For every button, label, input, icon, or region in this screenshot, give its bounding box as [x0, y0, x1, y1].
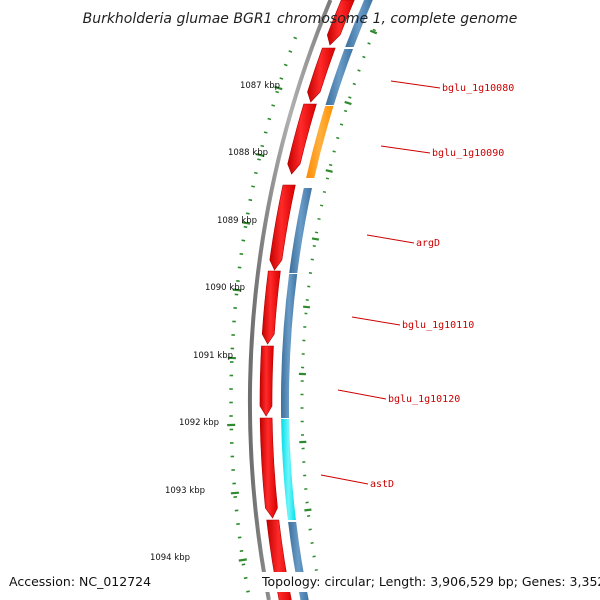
major-tick-marks: [227, 85, 283, 562]
label-connector: [380, 145, 431, 154]
gene-label[interactable]: argD: [416, 238, 440, 249]
inner-major-tick: [304, 508, 312, 512]
gene-label[interactable]: bglu_1g10080: [442, 83, 514, 94]
forward-gene-arrow: [261, 270, 281, 345]
forward-gene-arrow: [259, 345, 274, 417]
label-connector: [390, 80, 441, 89]
minor-tick: [246, 590, 250, 593]
major-tick: [238, 558, 247, 562]
inner-tick: [362, 55, 366, 59]
forward-gene-arrow: [269, 184, 296, 271]
inner-tick: [317, 217, 321, 221]
backbone: [248, 0, 333, 600]
major-tick: [255, 153, 265, 157]
minor-tick: [248, 198, 253, 202]
minor-tick: [241, 563, 246, 566]
kbp-label: 1088 kbp: [228, 148, 268, 158]
major-tick: [274, 85, 283, 91]
minor-tick: [257, 158, 261, 161]
minor-tick: [288, 50, 293, 53]
forward-gene-arrow: [307, 47, 336, 103]
label-connectors: [320, 80, 441, 485]
minor-tick: [283, 63, 288, 67]
inner-tick: [352, 82, 356, 86]
kbp-label: 1087 kbp: [240, 81, 280, 91]
minor-tick: [275, 90, 280, 94]
inner-tick: [329, 163, 333, 167]
reverse-gene-segment: [289, 188, 312, 273]
highlighted-gene-segment: [281, 419, 296, 520]
major-tick: [242, 221, 251, 225]
kbp-label: 1089 kbp: [217, 216, 257, 226]
minor-tick: [267, 117, 272, 121]
forward-gene-arrow: [259, 417, 278, 519]
inner-tick: [332, 150, 336, 153]
footer-topology-bg: [258, 572, 600, 592]
minor-tick: [293, 36, 298, 40]
inner-major-tick: [325, 169, 333, 173]
gene-label[interactable]: bglu_1g10120: [388, 394, 460, 405]
inner-major-tick: [344, 100, 352, 106]
backbone-layer: [248, 0, 333, 600]
inner-tick: [314, 231, 319, 234]
label-connector: [366, 234, 415, 244]
feature-layer: [259, 0, 373, 600]
inner-major-tick: [369, 29, 378, 35]
minor-tick: [279, 77, 284, 80]
inner-major-tick: [303, 305, 311, 309]
inner-tick: [320, 204, 324, 207]
gene-label[interactable]: bglu_1g10110: [402, 320, 474, 331]
footer-accession-bg: [4, 572, 152, 592]
label-connector: [351, 316, 401, 326]
inner-tick: [348, 96, 352, 99]
inner-tick: [357, 69, 361, 72]
inner-tick: [325, 177, 330, 180]
gene-labels: bglu_1g10080 bglu_1g10090 argD bglu_1g10…: [370, 83, 514, 490]
major-tick: [230, 491, 239, 495]
kbp-label: 1093 kbp: [165, 486, 205, 496]
inner-tick: [322, 190, 327, 194]
reverse-gene-segment: [345, 0, 373, 47]
inner-tick: [343, 109, 348, 113]
minor-tick: [271, 104, 276, 107]
reverse-gene-segment: [280, 274, 298, 418]
minor-tick: [241, 239, 246, 242]
forward-gene-arrow: [326, 0, 355, 46]
label-connector: [337, 389, 387, 400]
kbp-labels: 1087 kbp 1088 kbp 1089 kbp 1090 kbp 1091…: [150, 81, 280, 563]
kbp-label: 1094 kbp: [150, 553, 190, 563]
inner-tick: [372, 28, 376, 32]
minor-tick: [254, 171, 258, 175]
reverse-gene-segment: [325, 49, 353, 105]
inner-tick: [336, 136, 340, 140]
minor-tick: [243, 225, 248, 229]
minor-tick: [243, 576, 248, 580]
minor-tick: [260, 144, 265, 148]
gene-label[interactable]: bglu_1g10090: [432, 148, 504, 159]
major-tick: [232, 288, 242, 292]
minor-tick: [251, 185, 255, 188]
topology-text: Topology: circular; Length: 3,906,529 bp…: [261, 574, 600, 589]
inner-tick: [367, 42, 371, 45]
highlighted-gene-segment: [306, 106, 334, 178]
kbp-label: 1090 kbp: [205, 283, 245, 293]
kbp-label: 1091 kbp: [193, 351, 233, 361]
accession-text: Accession: NC_012724: [9, 574, 151, 589]
inner-tick: [339, 123, 344, 126]
inner-major-tick: [311, 237, 320, 241]
minor-tick: [263, 131, 268, 134]
label-connector: [320, 474, 369, 485]
inner-tick: [314, 568, 318, 572]
gene-label[interactable]: astD: [370, 479, 394, 490]
map-title: Burkholderia glumae BGR1 chromosome 1, c…: [83, 11, 518, 27]
kbp-label: 1092 kbp: [179, 418, 219, 428]
minor-tick-marks: [229, 36, 298, 593]
forward-gene-arrow: [287, 103, 317, 175]
minor-tick: [245, 212, 250, 215]
